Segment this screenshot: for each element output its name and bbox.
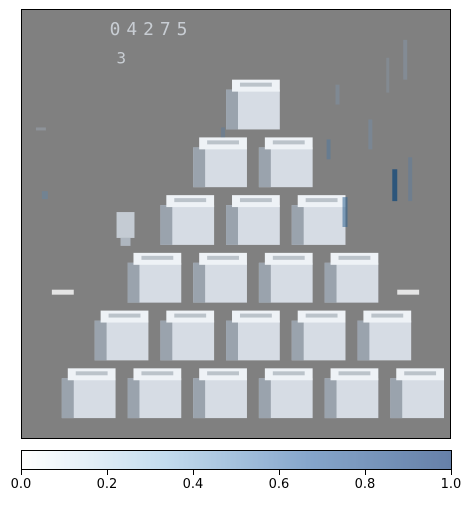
pyramid-cube xyxy=(357,310,412,361)
pyramid-cube xyxy=(324,368,379,419)
pyramid-cube xyxy=(258,252,313,303)
saliency-overlay xyxy=(35,39,413,227)
colorbar xyxy=(21,450,452,470)
right-flying-disc xyxy=(397,289,420,295)
pyramid-cube xyxy=(291,195,346,245)
score-display: 04275 xyxy=(110,19,194,40)
left-flying-disc xyxy=(51,289,74,295)
pyramid-cube xyxy=(226,195,280,245)
pyramid-cube xyxy=(193,137,247,188)
qbert-character xyxy=(116,212,135,246)
colorbar-tick-label: 0.4 xyxy=(182,477,204,492)
colorbar-tick-label: 0.8 xyxy=(354,477,376,492)
pyramid-cube xyxy=(291,310,346,361)
pyramid-cube xyxy=(193,368,247,419)
pyramid-cube xyxy=(226,79,280,130)
colorbar-tick-label: 0.0 xyxy=(10,477,32,492)
qbert-frame: 04275 3 xyxy=(22,10,450,438)
colorbar-tick xyxy=(278,470,280,475)
pyramid-cube xyxy=(61,368,116,419)
pyramid xyxy=(61,79,445,419)
colorbar-tick xyxy=(106,470,108,475)
pyramid-cube xyxy=(390,368,445,419)
pyramid-cube xyxy=(193,252,247,303)
colorbar-tick-label: 0.2 xyxy=(96,477,118,492)
pyramid-cube xyxy=(127,252,182,303)
game-screen: 04275 3 xyxy=(21,9,451,439)
lives-counter: 3 xyxy=(117,49,127,68)
colorbar-tick-label: 0.6 xyxy=(268,477,290,492)
pyramid-cube xyxy=(258,368,313,419)
colorbar-tick xyxy=(364,470,366,475)
colorbar-tick xyxy=(450,470,452,475)
pyramid-cube xyxy=(226,310,280,361)
pyramid-cube xyxy=(94,310,149,361)
colorbar-tick xyxy=(192,470,194,475)
pyramid-cube xyxy=(127,368,182,419)
pyramid-cube xyxy=(160,195,215,245)
pyramid-cube xyxy=(324,252,379,303)
pyramid-cube xyxy=(160,310,215,361)
colorbar-tick xyxy=(20,470,22,475)
pyramid-cube xyxy=(258,137,313,188)
colorbar-tick-label: 1.0 xyxy=(440,477,462,492)
